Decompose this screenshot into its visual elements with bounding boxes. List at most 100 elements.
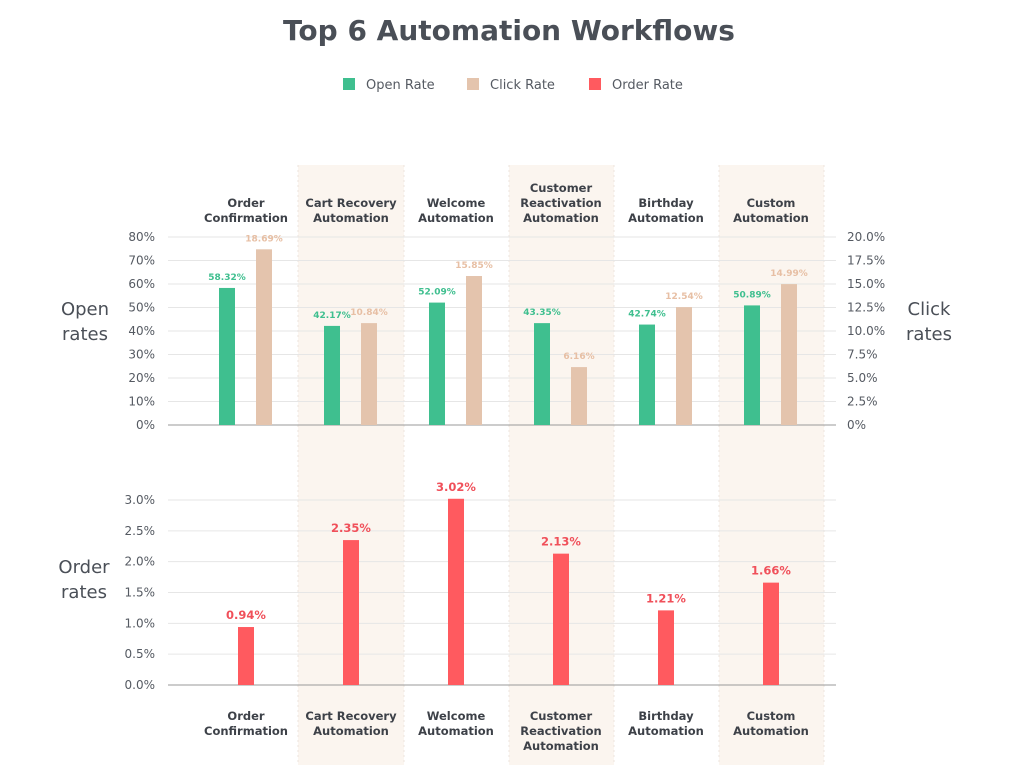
y-right-tick-label: 12.5% [847, 301, 885, 315]
y-right-tick-label: 20.0% [847, 230, 885, 244]
y-right-tick-label: 17.5% [847, 254, 885, 268]
click-rate-bar [256, 249, 272, 425]
legend-label: Click Rate [490, 78, 555, 93]
order-rate-label: 0.94% [226, 608, 266, 622]
y-left-tick-label: 20% [128, 371, 155, 385]
bars [219, 249, 797, 685]
y-left-tick-label: 50% [128, 301, 155, 315]
order-rate-label: 2.35% [331, 521, 371, 535]
legend-swatch [467, 78, 479, 90]
click-rate-bar [676, 307, 692, 425]
open-rate-bar [534, 323, 550, 425]
y-left-tick-label: 60% [128, 277, 155, 291]
y-left-tick-label: 40% [128, 324, 155, 338]
axis-titles: Open rates Click rates Order rates [58, 299, 952, 603]
y-left-axis-title: rates [62, 324, 108, 345]
category-label-top: Birthday [638, 196, 694, 210]
category-label-top: Custom [747, 196, 796, 210]
category-label-bottom: Welcome [427, 709, 486, 723]
y-left-axis-title: Open [61, 299, 109, 320]
category-label-bottom: Customer [530, 709, 593, 723]
legend: Open Rate Click Rate Order Rate [343, 78, 683, 93]
category-label-top: Automation [523, 211, 599, 225]
open-rate-bar [429, 302, 445, 425]
category-label-bottom: Birthday [638, 709, 694, 723]
legend-swatch [589, 78, 601, 90]
data-labels: 58.32% 42.17% 52.09% 43.35% 42.74% 50.89% 18.6… [208, 234, 808, 622]
order-tick-label: 2.5% [125, 524, 156, 538]
y-right-tick-label: 2.5% [847, 395, 878, 409]
order-axis-title: rates [61, 582, 107, 603]
click-rate-label: 15.85% [455, 261, 493, 271]
y-left-tick-label: 80% [128, 230, 155, 244]
y-right-axis-title: rates [906, 324, 952, 345]
click-rate-bar [571, 367, 587, 425]
chart-title: Top 6 Automation Workflows [283, 14, 735, 47]
category-label-top: Automation [628, 211, 704, 225]
open-rate-label: 58.32% [208, 273, 246, 283]
y-right-tick-label: 0% [847, 418, 866, 432]
category-label-top: Cart Recovery [305, 196, 397, 210]
open-rate-label: 43.35% [523, 308, 561, 318]
category-label-bottom: Confirmation [204, 724, 288, 738]
category-label-top: Automation [313, 211, 389, 225]
order-tick-label: 0.5% [125, 647, 156, 661]
category-label-bottom: Automation [313, 724, 389, 738]
order-rate-label: 2.13% [541, 535, 581, 549]
order-tick-label: 1.5% [125, 586, 156, 600]
category-label-bottom: Automation [418, 724, 494, 738]
order-rate-bar [553, 553, 569, 685]
y-left-tick-label: 70% [128, 254, 155, 268]
open-rate-label: 42.17% [313, 311, 351, 321]
category-label-top: Confirmation [204, 211, 288, 225]
y-right-axis-title: Click [908, 299, 951, 320]
order-tick-label: 2.0% [125, 555, 156, 569]
open-rate-bar [639, 324, 655, 425]
category-label-top: Automation [418, 211, 494, 225]
y-right-tick-label: 7.5% [847, 348, 878, 362]
click-rate-bar [361, 323, 377, 425]
click-rate-label: 10.84% [350, 308, 388, 318]
click-rate-bar [466, 276, 482, 425]
order-tick-label: 0.0% [125, 678, 156, 692]
gridlines [168, 236, 836, 686]
y-right-tick-label: 15.0% [847, 277, 885, 291]
category-label-bottom: Automation [628, 724, 704, 738]
order-rate-bar [238, 627, 254, 685]
open-rate-bar [324, 325, 340, 425]
category-label-top: Reactivation [520, 196, 601, 210]
category-label-bottom: Automation [733, 724, 809, 738]
category-label-top: Automation [733, 211, 809, 225]
order-rate-bar [658, 610, 674, 685]
column-bands [297, 165, 825, 765]
click-rate-label: 14.99% [770, 269, 808, 279]
order-axis-title: Order [58, 557, 110, 578]
category-label-bottom: Order [227, 709, 264, 723]
y-right-tick-label: 10.0% [847, 324, 885, 338]
click-rate-label: 6.16% [563, 352, 594, 362]
legend-label: Open Rate [366, 78, 435, 93]
order-rate-label: 1.21% [646, 591, 686, 605]
legend-swatch [343, 78, 355, 90]
y-left-tick-label: 30% [128, 348, 155, 362]
order-tick-label: 1.0% [125, 616, 156, 630]
category-label-bottom: Automation [523, 739, 599, 753]
open-rate-label: 50.89% [733, 290, 771, 300]
order-rate-bar [763, 582, 779, 685]
category-label-bottom: Cart Recovery [305, 709, 397, 723]
category-label-bottom: Reactivation [520, 724, 601, 738]
click-rate-label: 12.54% [665, 292, 703, 302]
y-right-tick-label: 5.0% [847, 371, 878, 385]
open-rate-label: 52.09% [418, 288, 456, 298]
open-rate-bar [744, 305, 760, 425]
open-rate-label: 42.74% [628, 310, 666, 320]
category-label-top: Customer [530, 181, 593, 195]
tick-labels: 0% 10% 20% 30% 40% 50% 60% 70% 80% 0% 2.5% 5.0% 7.5%… [125, 230, 886, 692]
click-rate-label: 18.69% [245, 234, 283, 244]
category-label-top: Welcome [427, 196, 486, 210]
order-rate-label: 3.02% [436, 480, 476, 494]
order-rate-bar [448, 498, 464, 685]
category-label-top: Order [227, 196, 264, 210]
